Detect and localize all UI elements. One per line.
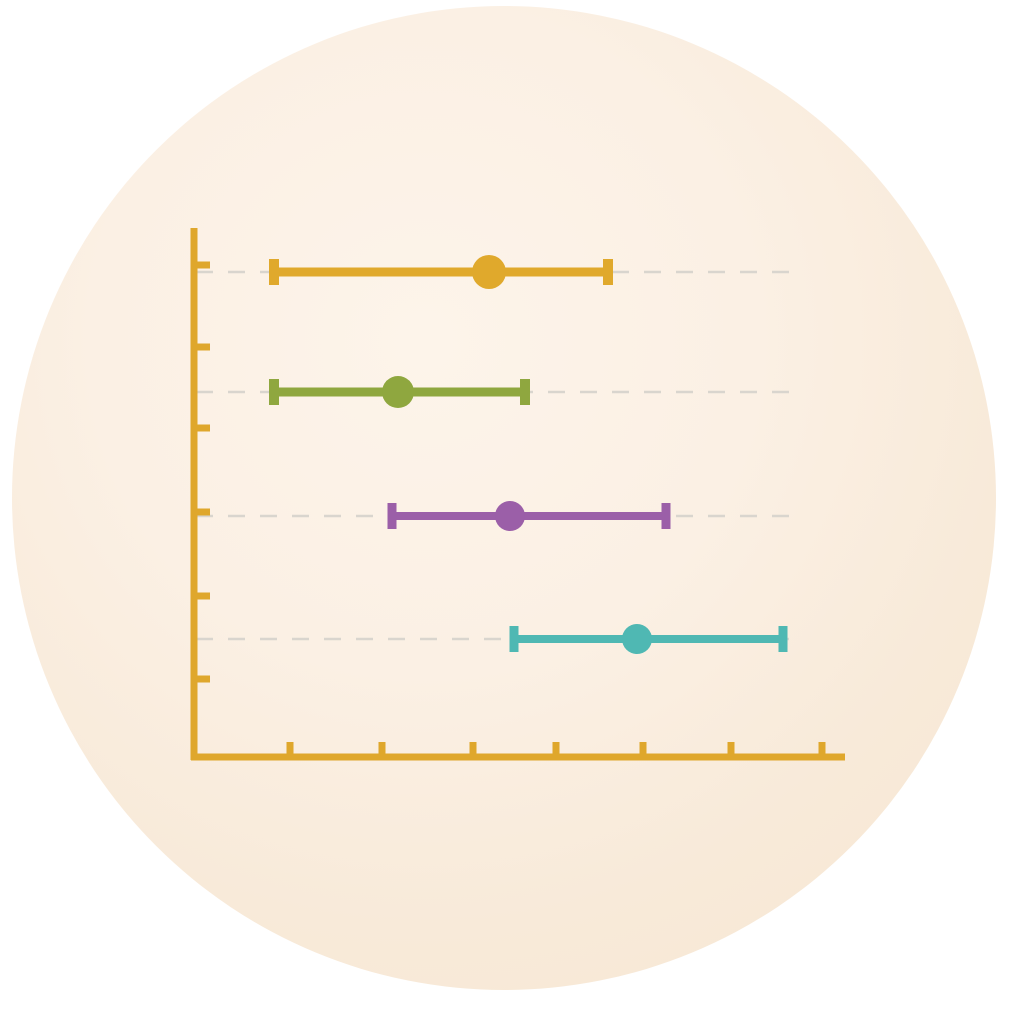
errorbar-series-a[interactable] xyxy=(269,255,613,289)
data-point-marker-d[interactable] xyxy=(622,624,652,654)
errorbar-series-c[interactable] xyxy=(387,501,671,531)
errorbar-series-d[interactable] xyxy=(509,624,788,654)
data-point-marker-b[interactable] xyxy=(382,376,414,408)
gridlines xyxy=(196,270,790,641)
data-point-marker-c[interactable] xyxy=(495,501,525,531)
axis-spines xyxy=(190,228,845,761)
y-axis-ticks xyxy=(194,261,210,683)
errorbar-series-b[interactable] xyxy=(269,376,530,408)
circular-panel-background xyxy=(12,6,996,990)
data-point-marker-a[interactable] xyxy=(472,255,506,289)
x-axis-ticks xyxy=(286,742,826,757)
